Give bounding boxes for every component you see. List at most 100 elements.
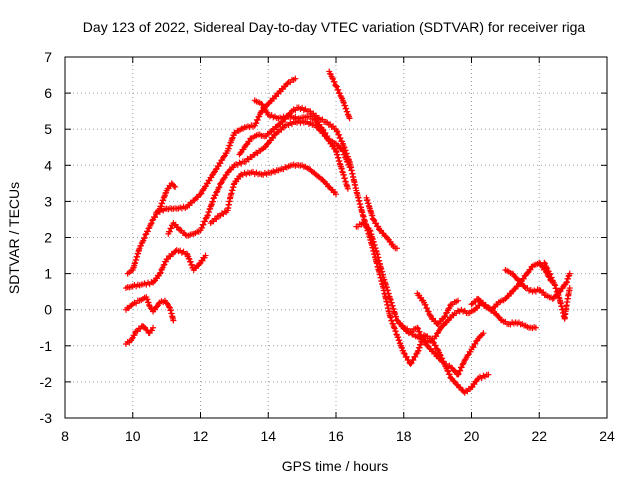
data-point xyxy=(254,116,261,123)
data-point xyxy=(163,300,170,307)
x-tick-label: 16 xyxy=(328,428,344,444)
data-point xyxy=(292,75,299,82)
x-axis-label: GPS time / hours xyxy=(282,458,389,474)
data-point xyxy=(340,148,347,155)
x-tick-label: 18 xyxy=(396,428,412,444)
data-point xyxy=(336,131,343,138)
series-track-14 xyxy=(414,290,461,328)
data-point xyxy=(432,342,439,349)
data-point xyxy=(149,217,156,224)
data-point xyxy=(566,285,573,292)
y-tick-label: 0 xyxy=(44,302,52,318)
data-point xyxy=(253,120,260,127)
data-point xyxy=(541,259,548,266)
series-track-2 xyxy=(122,247,209,292)
data-point xyxy=(331,78,338,85)
data-point xyxy=(432,350,439,357)
x-tick-label: 20 xyxy=(464,428,480,444)
data-point xyxy=(156,270,163,277)
data-point xyxy=(384,235,391,242)
data-point xyxy=(335,86,342,93)
data-point xyxy=(520,275,527,282)
data-point xyxy=(546,270,553,277)
data-point xyxy=(269,135,276,142)
y-tick-label: -1 xyxy=(40,338,53,354)
data-point xyxy=(131,332,138,339)
data-point xyxy=(147,305,154,312)
data-point xyxy=(148,327,155,334)
data-point xyxy=(267,129,274,136)
data-point xyxy=(273,93,280,100)
data-point xyxy=(200,221,207,228)
data-point xyxy=(472,340,479,347)
data-point xyxy=(414,324,421,331)
data-point xyxy=(322,130,329,137)
data-point xyxy=(532,324,539,331)
data-point xyxy=(206,177,213,184)
data-point xyxy=(216,184,223,191)
data-point xyxy=(259,101,266,108)
x-tick-label: 12 xyxy=(193,428,209,444)
series-track-13 xyxy=(397,299,539,346)
data-point xyxy=(454,371,461,378)
data-point xyxy=(153,303,160,310)
data-point xyxy=(264,140,271,147)
data-point xyxy=(410,357,417,364)
data-point xyxy=(237,149,244,156)
data-point xyxy=(446,371,453,378)
data-point xyxy=(183,250,190,257)
data-point xyxy=(441,313,448,320)
data-point xyxy=(454,297,461,304)
series-track-11 xyxy=(353,220,487,378)
y-tick-label: 7 xyxy=(44,49,52,65)
data-point xyxy=(217,160,224,167)
data-point xyxy=(547,271,554,278)
data-point xyxy=(148,220,155,227)
series-track-17 xyxy=(541,259,573,322)
series-track-12 xyxy=(363,194,400,252)
x-tick-labels: 8 10 12 14 16 18 20 22 24 xyxy=(61,428,615,444)
x-tick-label: 14 xyxy=(260,428,276,444)
data-point xyxy=(215,184,222,191)
data-point xyxy=(165,303,172,310)
series-track-16 xyxy=(502,266,573,302)
data-point xyxy=(152,214,159,221)
data-point xyxy=(344,185,351,192)
data-point xyxy=(375,223,382,230)
data-point xyxy=(151,278,158,285)
series-track-4 xyxy=(122,322,157,347)
data-point xyxy=(346,115,353,122)
data-point xyxy=(455,370,462,377)
series-track-15 xyxy=(468,259,555,313)
data-point xyxy=(403,353,410,360)
y-tick-label: 2 xyxy=(44,230,52,246)
y-tick-label: 4 xyxy=(44,157,52,173)
data-point xyxy=(393,245,400,252)
data-point xyxy=(243,141,250,148)
data-point xyxy=(150,324,157,331)
data-point xyxy=(323,180,330,187)
data-point xyxy=(199,257,206,264)
data-point xyxy=(370,216,377,223)
data-point xyxy=(202,218,209,225)
data-point xyxy=(212,192,219,199)
y-tick-label: 5 xyxy=(44,121,52,137)
data-point xyxy=(424,305,431,312)
data-point xyxy=(468,301,475,308)
data-point xyxy=(333,191,339,198)
data-point xyxy=(329,74,336,81)
data-point xyxy=(527,266,534,273)
data-point xyxy=(445,305,452,312)
data-point xyxy=(442,313,449,320)
data-point xyxy=(168,225,175,232)
data-point xyxy=(457,367,464,374)
data-point xyxy=(433,333,440,340)
data-points xyxy=(122,68,573,396)
data-point xyxy=(474,376,481,383)
data-point xyxy=(199,224,206,231)
data-point xyxy=(346,164,353,171)
series-track-3 xyxy=(122,294,177,324)
series-track-8 xyxy=(236,104,492,396)
series-track-5 xyxy=(153,75,299,216)
series-track-7 xyxy=(207,161,339,227)
